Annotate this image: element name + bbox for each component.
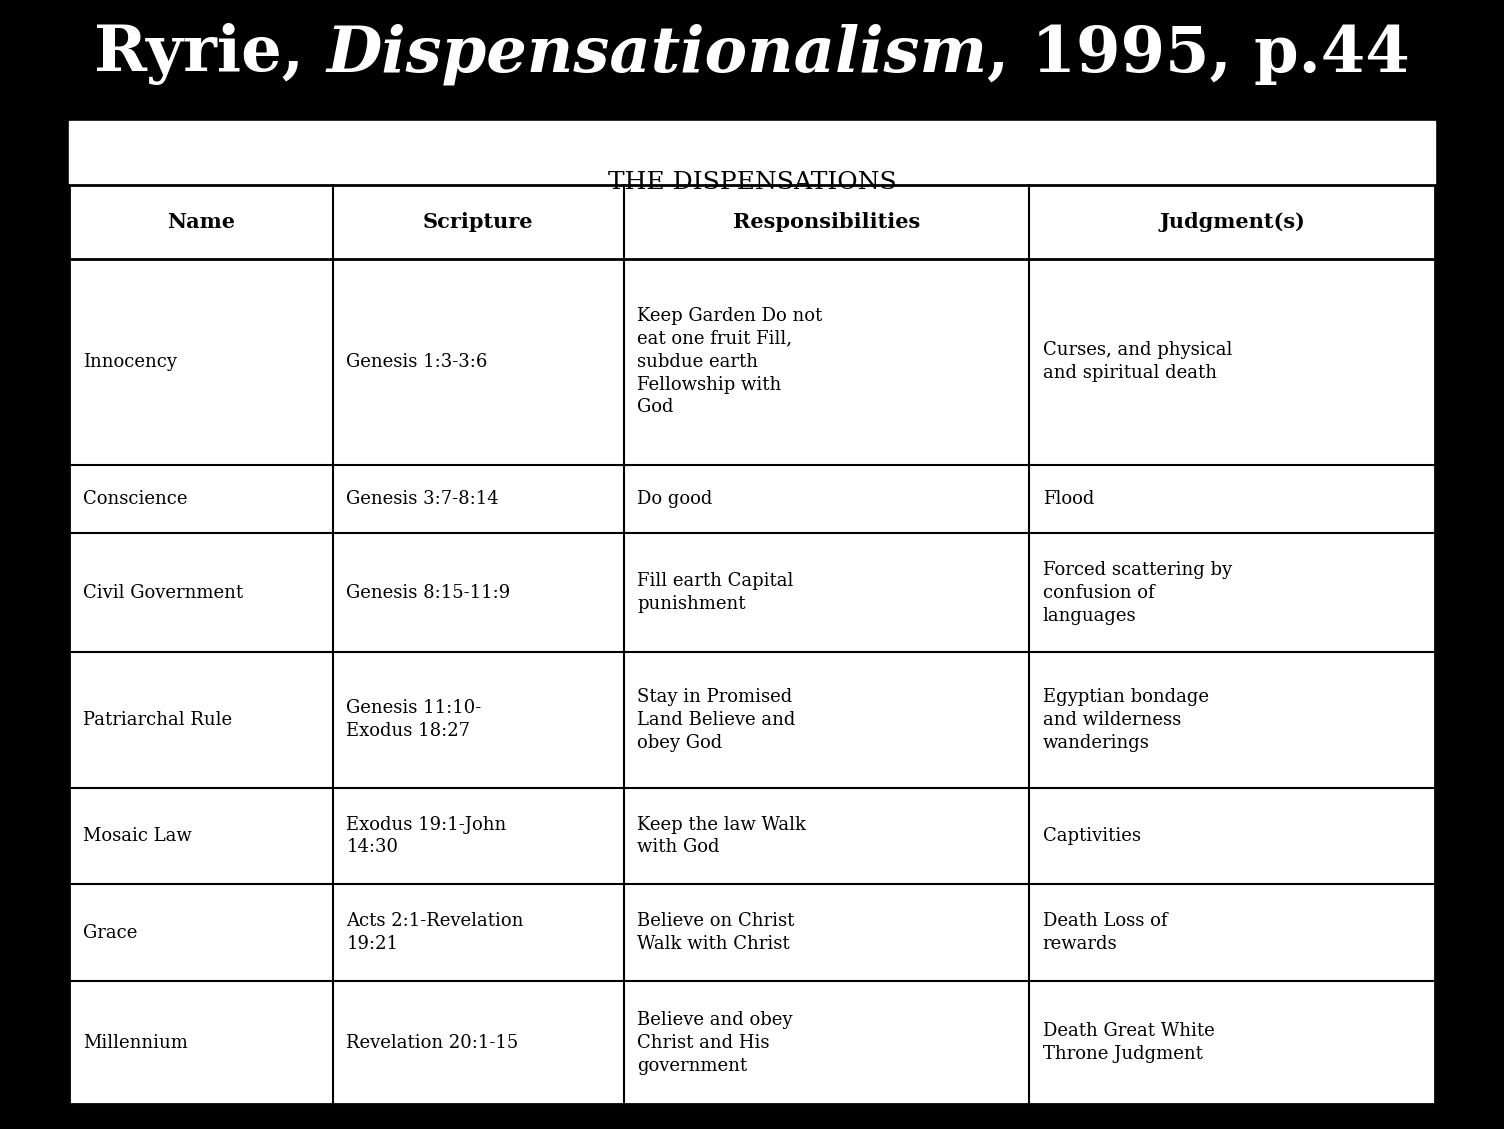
Text: Patriarchal Rule: Patriarchal Rule — [83, 711, 232, 729]
Bar — [69, 121, 1435, 1104]
Text: Genesis 1:3-3:6: Genesis 1:3-3:6 — [346, 352, 487, 370]
Text: Mosaic Law: Mosaic Law — [83, 828, 191, 844]
Text: Keep the law Walk
with God: Keep the law Walk with God — [638, 815, 806, 857]
Text: Exodus 19:1-John
14:30: Exodus 19:1-John 14:30 — [346, 815, 507, 857]
Text: Death Loss of
rewards: Death Loss of rewards — [1042, 912, 1167, 953]
Text: Judgment(s): Judgment(s) — [1160, 212, 1305, 231]
Text: Believe on Christ
Walk with Christ: Believe on Christ Walk with Christ — [638, 912, 794, 953]
Text: Fill earth Capital
punishment: Fill earth Capital punishment — [638, 572, 794, 613]
Text: Name: Name — [167, 212, 235, 231]
Text: Ryrie,: Ryrie, — [93, 24, 326, 85]
Text: Dispensationalism: Dispensationalism — [326, 24, 987, 85]
Text: Keep Garden Do not
eat one fruit Fill,
subdue earth
Fellowship with
God: Keep Garden Do not eat one fruit Fill, s… — [638, 307, 823, 417]
Text: Responsibilities: Responsibilities — [732, 212, 920, 231]
Text: Flood: Flood — [1042, 490, 1093, 508]
Text: , 1995, p.44: , 1995, p.44 — [987, 24, 1411, 85]
Text: Revelation 20:1-15: Revelation 20:1-15 — [346, 1034, 519, 1052]
Text: Forced scattering by
confusion of
languages: Forced scattering by confusion of langua… — [1042, 561, 1232, 624]
Text: Genesis 3:7-8:14: Genesis 3:7-8:14 — [346, 490, 499, 508]
Text: Believe and obey
Christ and His
government: Believe and obey Christ and His governme… — [638, 1010, 793, 1075]
Text: Curses, and physical
and spiritual death: Curses, and physical and spiritual death — [1042, 341, 1232, 382]
Text: Genesis 8:15-11:9: Genesis 8:15-11:9 — [346, 584, 510, 602]
Text: Scripture: Scripture — [423, 212, 534, 231]
Text: Genesis 11:10-
Exodus 18:27: Genesis 11:10- Exodus 18:27 — [346, 700, 481, 741]
Text: Civil Government: Civil Government — [83, 584, 242, 602]
Text: Conscience: Conscience — [83, 490, 186, 508]
Text: THE DISPENSATIONS: THE DISPENSATIONS — [608, 172, 896, 194]
Text: Innocency: Innocency — [83, 352, 177, 370]
Text: Stay in Promised
Land Believe and
obey God: Stay in Promised Land Believe and obey G… — [638, 688, 796, 752]
Text: Do good: Do good — [638, 490, 713, 508]
Text: Acts 2:1-Revelation
19:21: Acts 2:1-Revelation 19:21 — [346, 912, 523, 953]
Bar — [69, 185, 1435, 1104]
Text: Captivities: Captivities — [1042, 828, 1140, 844]
Text: Grace: Grace — [83, 924, 137, 942]
Text: Death Great White
Throne Judgment: Death Great White Throne Judgment — [1042, 1022, 1215, 1064]
Text: Millennium: Millennium — [83, 1034, 188, 1052]
Text: Egyptian bondage
and wilderness
wanderings: Egyptian bondage and wilderness wanderin… — [1042, 688, 1209, 752]
